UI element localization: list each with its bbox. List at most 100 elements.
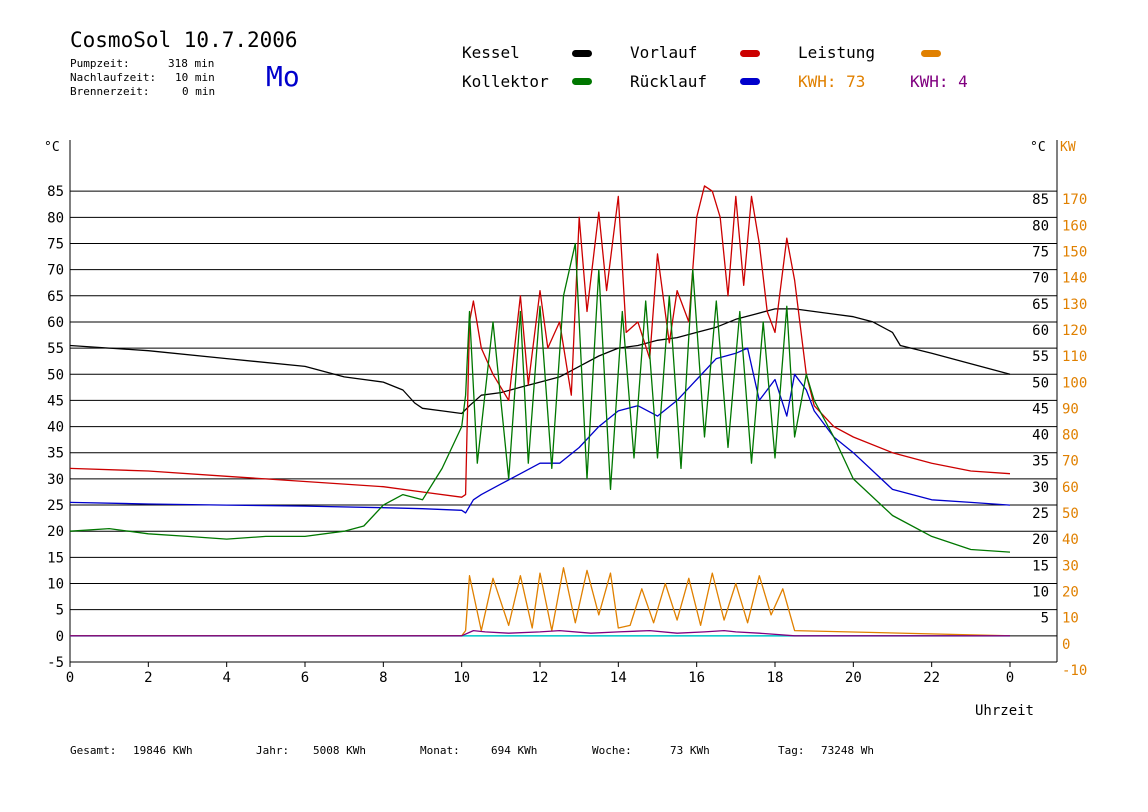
y-tick-label-right: 80	[1032, 218, 1049, 234]
legend-kwh-orange: KWH: 73	[798, 72, 866, 91]
y-tick-label-left: 35	[47, 446, 64, 462]
series-line-vorlauf	[69, 185, 1011, 498]
y-tick-label-left: 80	[47, 210, 64, 226]
legend-ruecklauf: Rücklauf	[630, 72, 708, 91]
kw-tick-label: 80	[1062, 428, 1079, 444]
x-axis-label: Uhrzeit	[975, 703, 1034, 719]
y-tick-label-right: 15	[1032, 558, 1049, 574]
x-tick-label: 14	[610, 670, 627, 686]
legend-kollektor: Kollektor	[462, 72, 549, 91]
x-tick-label: 2	[144, 670, 152, 686]
weekday-label: Mo	[266, 60, 300, 93]
kw-tick-label: 60	[1062, 480, 1079, 496]
footer-monat-label: Monat:	[420, 744, 460, 757]
legend-swatch-leistung	[921, 50, 941, 57]
kw-tick-label: 90	[1062, 401, 1079, 417]
y-tick-label-right: 65	[1032, 297, 1049, 313]
legend-swatch-kessel	[572, 50, 592, 57]
y-tick-label-left: -5	[47, 655, 64, 671]
y-tick-label-right: 75	[1032, 244, 1049, 260]
y-tick-label-left: 40	[47, 420, 64, 436]
series-line-leistung	[70, 567, 1011, 637]
kw-tick-label: 140	[1062, 271, 1087, 287]
y-tick-label-left: 45	[47, 393, 64, 409]
kw-tick-label: -10	[1062, 663, 1087, 679]
nachlaufzeit-value: 10 min	[175, 71, 215, 84]
y-tick-label-right: 85	[1032, 192, 1049, 208]
y-tick-label-left: 30	[47, 472, 64, 488]
kw-tick-label: 160	[1062, 218, 1087, 234]
legend-kessel: Kessel	[462, 43, 520, 62]
kw-tick-label: 150	[1062, 244, 1087, 260]
footer-tag-value: 73248 Wh	[821, 744, 874, 757]
y-tick-label-left: 10	[47, 577, 64, 593]
footer-woche-label: Woche:	[592, 744, 632, 757]
y-axis-unit-right: °C	[1030, 140, 1046, 155]
brennerzeit-value: 0 min	[182, 85, 216, 98]
y-tick-label-right: 45	[1032, 401, 1049, 417]
series-line-kwh2	[70, 629, 1010, 637]
x-tick-label: 10	[453, 670, 470, 686]
x-tick-label: 22	[923, 670, 940, 686]
legend-kwh-purple: KWH: 4	[910, 72, 968, 91]
x-tick-label: 6	[301, 670, 309, 686]
y-tick-label-left: 85	[47, 184, 64, 200]
x-tick-label: 0	[66, 670, 74, 686]
kw-tick-label: 170	[1062, 192, 1087, 208]
x-tick-label: 4	[222, 670, 230, 686]
y-tick-label-left: 75	[47, 236, 64, 252]
y-tick-label-left: 50	[47, 367, 64, 383]
legend-vorlauf: Vorlauf	[630, 43, 698, 62]
x-tick-label: 8	[379, 670, 387, 686]
legend-swatch-kollektor	[572, 78, 592, 85]
x-tick-label: 18	[767, 670, 784, 686]
kw-tick-label: 0	[1062, 637, 1070, 653]
kw-tick-label: 100	[1062, 375, 1087, 391]
kw-tick-label: 70	[1062, 454, 1079, 470]
y-tick-label-right: 10	[1032, 585, 1049, 601]
x-tick-label: 16	[688, 670, 705, 686]
footer-gesamt-value: 19846 KWh	[133, 744, 193, 757]
footer-woche-value: 73 KWh	[670, 744, 710, 757]
y-tick-label-left: 55	[47, 341, 64, 357]
legend-swatch-ruecklauf	[740, 78, 760, 85]
series-line-kollektor	[69, 242, 1011, 553]
y-tick-label-left: 5	[56, 603, 64, 619]
y-tick-label-right: 60	[1032, 323, 1049, 339]
y-tick-label-left: 25	[47, 498, 64, 514]
brennerzeit-label: Brennerzeit:	[70, 85, 150, 98]
y-tick-label-left: 60	[47, 315, 64, 331]
footer-tag-label: Tag:	[778, 744, 805, 757]
footer-gesamt-label: Gesamt:	[70, 744, 117, 757]
kw-axis-unit: KW	[1060, 140, 1076, 155]
kw-tick-label: 40	[1062, 532, 1079, 548]
kw-tick-label: 120	[1062, 323, 1087, 339]
y-axis-unit-left: °C	[44, 140, 60, 155]
y-tick-label-right: 20	[1032, 532, 1049, 548]
legend-leistung: Leistung	[798, 43, 876, 62]
footer-monat-value: 694 KWh	[491, 744, 538, 757]
pumpzeit-label: Pumpzeit:	[70, 57, 130, 70]
series-line-ruecklauf	[69, 347, 1011, 514]
y-tick-label-left: 0	[56, 629, 64, 645]
series-line-kessel	[69, 308, 1011, 415]
pumpzeit-value: 318 min	[168, 57, 215, 70]
nachlaufzeit-label: Nachlaufzeit:	[70, 71, 157, 84]
x-tick-label: 12	[532, 670, 549, 686]
footer-jahr-label: Jahr:	[256, 744, 290, 757]
y-tick-label-right: 35	[1032, 454, 1049, 470]
y-tick-label-right: 40	[1032, 428, 1049, 444]
y-tick-label-right: 50	[1032, 375, 1049, 391]
kw-tick-label: 20	[1062, 585, 1079, 601]
y-tick-label-right: 25	[1032, 506, 1049, 522]
y-tick-label-left: 65	[47, 289, 64, 305]
y-tick-label-right: 55	[1032, 349, 1049, 365]
y-tick-label-left: 70	[47, 263, 64, 279]
kw-tick-label: 10	[1062, 611, 1079, 627]
y-tick-label-left: 20	[47, 524, 64, 540]
footer-jahr-value: 5008 KWh	[313, 744, 366, 757]
y-tick-label-right: 5	[1041, 611, 1049, 627]
kw-tick-label: 130	[1062, 297, 1087, 313]
kw-tick-label: 50	[1062, 506, 1079, 522]
